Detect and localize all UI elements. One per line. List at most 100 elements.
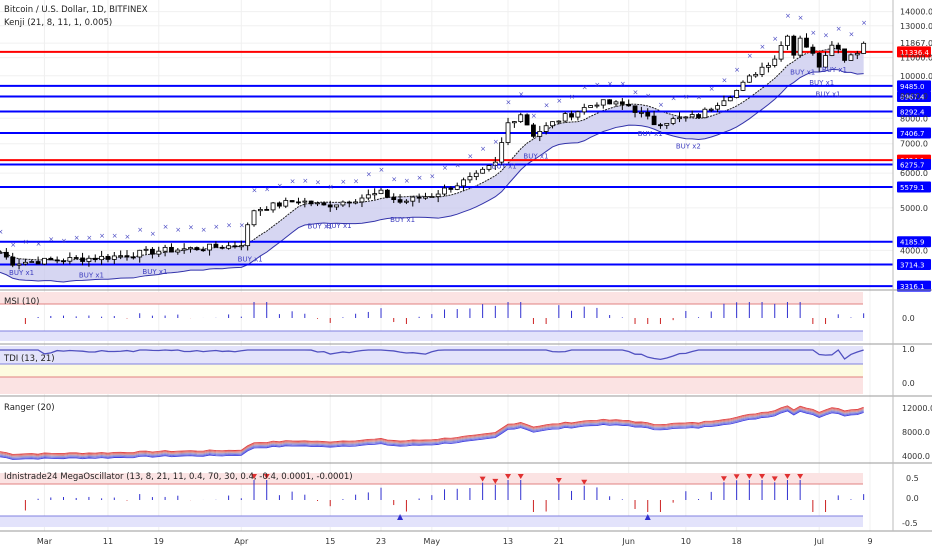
price-level-tag [897,258,931,270]
cross-marker: × [721,77,727,85]
candle-body [391,196,397,201]
candle-body [264,209,270,211]
mega-tick: 0.5 [906,474,919,483]
candle-body [359,197,365,203]
candle-body [721,100,727,106]
ranger-tick: 8000.0 [902,428,930,437]
cross-marker: × [201,226,207,234]
price-level-tag [897,159,931,171]
ranger-title[interactable]: Ranger (20) [4,403,55,413]
cross-marker: × [213,223,219,231]
candle-body [86,257,92,262]
candle-body [461,179,466,187]
candle-body [118,255,124,258]
candle-body [245,224,251,247]
cross-marker: × [175,226,181,234]
mega-sell-triangle [555,477,562,483]
candle-body [600,99,606,106]
candle-body [143,248,149,251]
price-level-value: 3714.3 [900,261,925,269]
price-level-value: 4185.9 [900,239,925,247]
mega-oscillator-pane [0,473,865,527]
candle-body [346,201,352,204]
candle-body [765,65,771,68]
mega-oscillator-bars [24,474,865,520]
candle-body [327,204,333,208]
time-axis-label: 9 [867,537,872,546]
price-level-tag [897,105,931,117]
candle-body [791,35,797,56]
cross-marker: × [74,234,80,242]
time-axis-label: Apr [234,537,249,546]
candle-body [842,48,847,61]
candle-body [467,176,473,181]
candle-body [61,260,66,263]
cross-marker: × [86,234,92,242]
price-level-tag [897,236,931,248]
mega-sell-triangle [746,474,753,479]
price-axis-label: 14000.0 [900,8,932,17]
price-level-value: 9485.0 [900,83,925,91]
candle-body [569,113,574,118]
candle-body [772,58,778,66]
tdi-tick: 1.0 [902,345,915,354]
candle-body [54,259,60,262]
time-axis[interactable]: Mar 11 19 Apr 15 23 May 13 21 Jun 10 18 Jul 9 [37,537,873,546]
candle-body [816,52,822,68]
candle-body [67,257,73,262]
candle-body [188,247,193,250]
buy-signal-label: BUY x1 [327,222,352,230]
candle-body [727,97,733,102]
price-axis[interactable]: 11867.0 14000.0 13000.0 11000.0 10000.0 9000.… [900,8,932,256]
price-level-tag [897,46,931,58]
cross-marker: × [861,19,867,27]
candle-body [734,89,740,98]
candle-body [194,247,200,251]
candle-body [181,248,187,251]
cross-marker: × [734,66,740,74]
candle-body [708,108,714,111]
candle-body [80,257,85,262]
cross-marker: × [23,238,29,246]
candle-body [29,261,35,263]
cross-marker: × [518,91,524,99]
price-level-value: 3316.1 [900,283,925,291]
candle-body [365,194,371,199]
candle-body [607,99,613,105]
candle-body [854,53,860,56]
candle-body [207,243,212,251]
candle-body [823,55,828,68]
mega-oscillator-title[interactable]: Idnistrade24 MegaOscillator (13, 8, 21, … [4,472,353,482]
time-axis-label: May [424,537,441,546]
msi-title[interactable]: MSI (10) [4,297,39,307]
cross-marker: × [848,31,854,39]
candle-body [594,104,600,107]
candle-body [524,114,530,126]
candle-body [92,257,98,261]
candle-body [48,257,54,261]
cross-marker: × [506,99,512,107]
buy-signal-label: BUY x1 [492,162,517,170]
mega-sell-triangle [479,476,486,482]
tdi-title[interactable]: TDI (13, 21) [3,354,55,364]
candle-body [0,251,3,254]
candle-body [42,257,47,265]
cross-marker: × [125,233,131,241]
msi-pane [0,292,865,341]
candle-body [308,200,314,205]
candle-body [334,204,339,208]
cross-marker: × [836,25,842,33]
candle-body [340,201,346,206]
candle-body [835,44,841,50]
cross-markers: × × × × × × × × × × × × × × × × × × × × × × × × × × × × × × × × × × × × × × × ×… [0,12,867,249]
buy-signal-label: BUY x1 [79,271,104,279]
candle-body [162,246,168,252]
cross-marker: × [810,29,816,37]
candle-body [378,189,384,195]
candle-body [677,117,682,120]
ranger-lines [0,405,864,460]
candle-body [302,200,308,203]
kenji-indicator-title[interactable]: Kenji (21, 8, 11, 1, 0.005) [4,18,112,28]
price-axis-label: 11000.0 [900,54,932,63]
price-axis-label: 10000.0 [900,72,932,81]
